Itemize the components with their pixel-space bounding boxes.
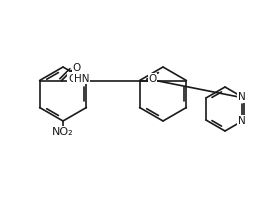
Text: Cl: Cl <box>68 73 79 84</box>
Text: O: O <box>73 62 81 72</box>
Text: N: N <box>238 116 246 126</box>
Text: N: N <box>238 92 246 102</box>
Text: HN: HN <box>74 73 89 84</box>
Text: O: O <box>149 73 157 84</box>
Text: NO₂: NO₂ <box>52 127 74 137</box>
